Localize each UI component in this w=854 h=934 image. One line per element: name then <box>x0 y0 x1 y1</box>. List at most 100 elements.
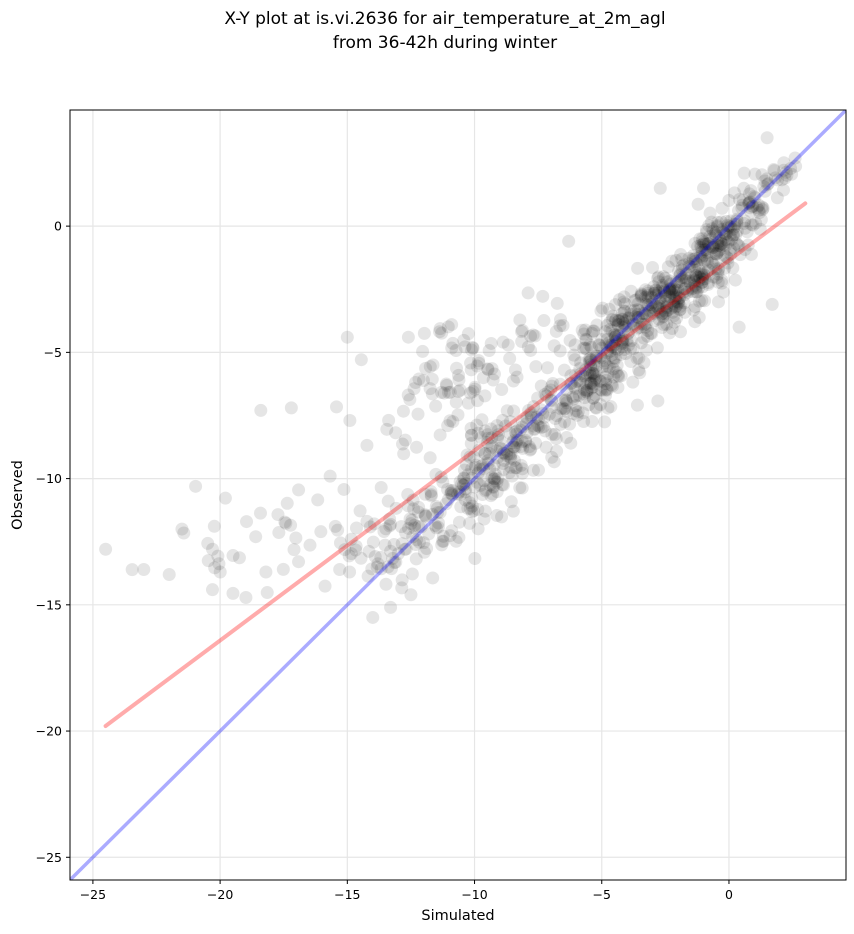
scatter-point <box>617 295 631 309</box>
scatter-point <box>673 302 687 316</box>
scatter-point <box>720 226 734 240</box>
scatter-point <box>565 376 579 390</box>
scatter-point <box>712 243 726 257</box>
scatter-point <box>674 248 688 262</box>
scatter-point <box>463 496 477 510</box>
scatter-point <box>652 275 666 289</box>
scatter-point <box>598 389 612 403</box>
scatter-point <box>625 314 639 328</box>
scatter-point <box>655 278 669 292</box>
scatter-point <box>529 436 543 450</box>
scatter-point <box>669 291 683 305</box>
scatter-point <box>496 335 510 349</box>
scatter-point <box>452 530 466 544</box>
scatter-point <box>674 272 688 286</box>
scatter-point <box>485 471 499 485</box>
scatter-point <box>688 236 702 250</box>
scatter-point <box>677 271 691 285</box>
scatter-point <box>699 237 713 251</box>
scatter-point <box>536 289 550 303</box>
scatter-point <box>205 583 219 597</box>
y-tick-label: −5 <box>44 345 62 360</box>
scatter-point <box>756 201 770 215</box>
scatter-point <box>604 378 618 392</box>
scatter-point <box>505 436 519 450</box>
scatter-point <box>524 406 538 420</box>
scatter-point <box>349 543 363 557</box>
scatter-point <box>456 478 470 492</box>
scatter-point <box>602 302 616 316</box>
scatter-point <box>639 297 653 311</box>
scatter-point <box>465 462 479 476</box>
scatter-point <box>673 325 687 339</box>
scatter-point <box>645 296 659 310</box>
scatter-point <box>689 282 703 296</box>
scatter-point <box>453 488 467 502</box>
scatter-point <box>441 419 455 433</box>
scatter-point <box>430 501 444 515</box>
scatter-point <box>582 355 596 369</box>
scatter-point <box>510 424 524 438</box>
scatter-point <box>649 299 663 313</box>
scatter-point <box>724 214 738 228</box>
scatter-point <box>433 428 447 442</box>
scatter-point <box>689 280 703 294</box>
scatter-point <box>714 234 728 248</box>
scatter-point <box>342 549 356 563</box>
scatter-point <box>278 515 292 529</box>
scatter-points <box>99 131 803 624</box>
scatter-point <box>276 562 290 576</box>
scatter-point <box>719 239 733 253</box>
scatter-point <box>589 351 603 365</box>
scatter-point <box>452 515 466 529</box>
scatter-point <box>658 285 672 299</box>
scatter-point <box>776 183 790 197</box>
scatter-point <box>737 166 751 180</box>
scatter-point <box>682 251 696 265</box>
scatter-point <box>583 376 597 390</box>
scatter-point <box>349 539 363 553</box>
scatter-point <box>487 367 501 381</box>
scatter-point <box>416 373 430 387</box>
scatter-point <box>367 517 381 531</box>
scatter-point <box>691 270 705 284</box>
scatter-point <box>450 361 464 375</box>
scatter-point <box>556 401 570 415</box>
scatter-point <box>724 247 738 261</box>
scatter-point <box>582 366 596 380</box>
scatter-point <box>656 309 670 323</box>
scatter-point <box>593 374 607 388</box>
scatter-point <box>594 383 608 397</box>
scatter-point <box>701 255 715 269</box>
scatter-point <box>484 336 498 350</box>
scatter-point <box>615 340 629 354</box>
scatter-point <box>488 474 502 488</box>
scatter-point <box>662 326 676 340</box>
scatter-point <box>709 225 723 239</box>
scatter-point <box>386 551 400 565</box>
scatter-point <box>473 478 487 492</box>
scatter-point <box>712 262 726 276</box>
scatter-point <box>509 427 523 441</box>
scatter-point <box>744 247 758 261</box>
scatter-point <box>610 333 624 347</box>
scatter-point <box>460 448 474 462</box>
scatter-point <box>619 347 633 361</box>
scatter-point <box>571 405 585 419</box>
scatter-point <box>465 499 479 513</box>
scatter-point <box>669 299 683 313</box>
scatter-point <box>699 223 713 237</box>
scatter-point <box>445 524 459 538</box>
scatter-point <box>475 413 489 427</box>
scatter-point <box>706 240 720 254</box>
scatter-point <box>634 336 648 350</box>
scatter-point <box>477 462 491 476</box>
scatter-point <box>695 232 709 246</box>
scatter-point <box>528 329 542 343</box>
scatter-point <box>608 298 622 312</box>
scatter-point <box>602 336 616 350</box>
scatter-point <box>545 427 559 441</box>
scatter-point <box>360 438 374 452</box>
scatter-point <box>271 508 285 522</box>
scatter-point <box>710 219 724 233</box>
